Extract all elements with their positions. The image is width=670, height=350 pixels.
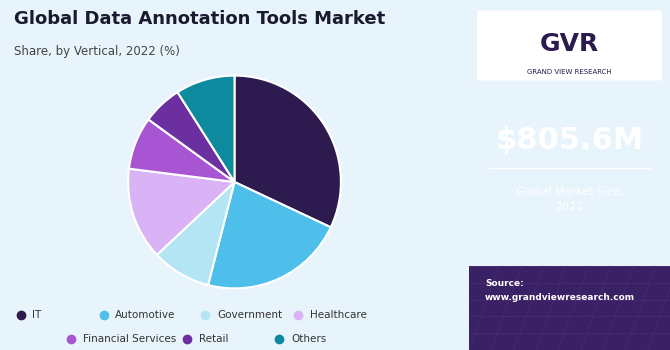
Text: Healthcare: Healthcare — [310, 310, 366, 320]
Text: Automotive: Automotive — [115, 310, 176, 320]
Wedge shape — [129, 119, 234, 182]
Wedge shape — [149, 92, 234, 182]
Text: Others: Others — [291, 334, 326, 344]
Wedge shape — [157, 182, 234, 285]
Wedge shape — [234, 76, 341, 227]
Text: Source:
www.grandviewresearch.com: Source: www.grandviewresearch.com — [485, 279, 635, 302]
FancyBboxPatch shape — [477, 10, 662, 80]
Text: Share, by Vertical, 2022 (%): Share, by Vertical, 2022 (%) — [14, 46, 180, 58]
Text: IT: IT — [32, 310, 42, 320]
Bar — [469, 266, 670, 350]
Text: $805.6M: $805.6M — [495, 126, 644, 154]
Text: GRAND VIEW RESEARCH: GRAND VIEW RESEARCH — [527, 69, 612, 76]
Text: Government: Government — [217, 310, 282, 320]
Text: Financial Services: Financial Services — [83, 334, 176, 344]
Text: Retail: Retail — [198, 334, 228, 344]
Wedge shape — [208, 182, 331, 288]
Wedge shape — [178, 76, 234, 182]
Text: Global Data Annotation Tools Market: Global Data Annotation Tools Market — [14, 10, 385, 28]
Text: GVR: GVR — [540, 32, 599, 56]
Text: Global Market Size,
2022: Global Market Size, 2022 — [516, 188, 623, 211]
Wedge shape — [128, 169, 234, 255]
